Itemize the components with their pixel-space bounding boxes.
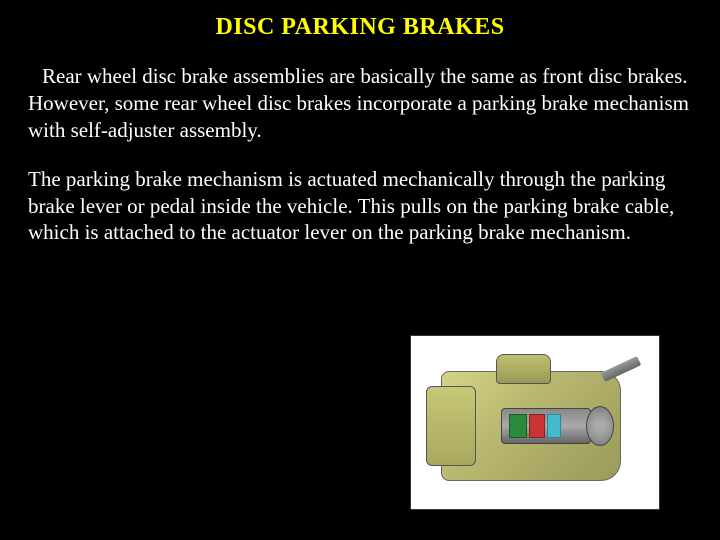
slide-title: DISC PARKING BRAKES [0, 0, 720, 41]
brake-mechanism-diagram [410, 335, 660, 510]
mechanism-end-cap [586, 406, 614, 446]
content-area: Rear wheel disc brake assemblies are bas… [0, 41, 720, 246]
mechanism-seal [547, 414, 561, 438]
mechanism-top [496, 354, 551, 384]
paragraph-1: Rear wheel disc brake assemblies are bas… [28, 63, 692, 144]
mechanism-housing [426, 386, 476, 466]
paragraph-2: The parking brake mechanism is actuated … [28, 166, 692, 247]
mechanism-lever [601, 356, 641, 382]
mechanism-piston [529, 414, 545, 438]
mechanism-spring [509, 414, 527, 438]
